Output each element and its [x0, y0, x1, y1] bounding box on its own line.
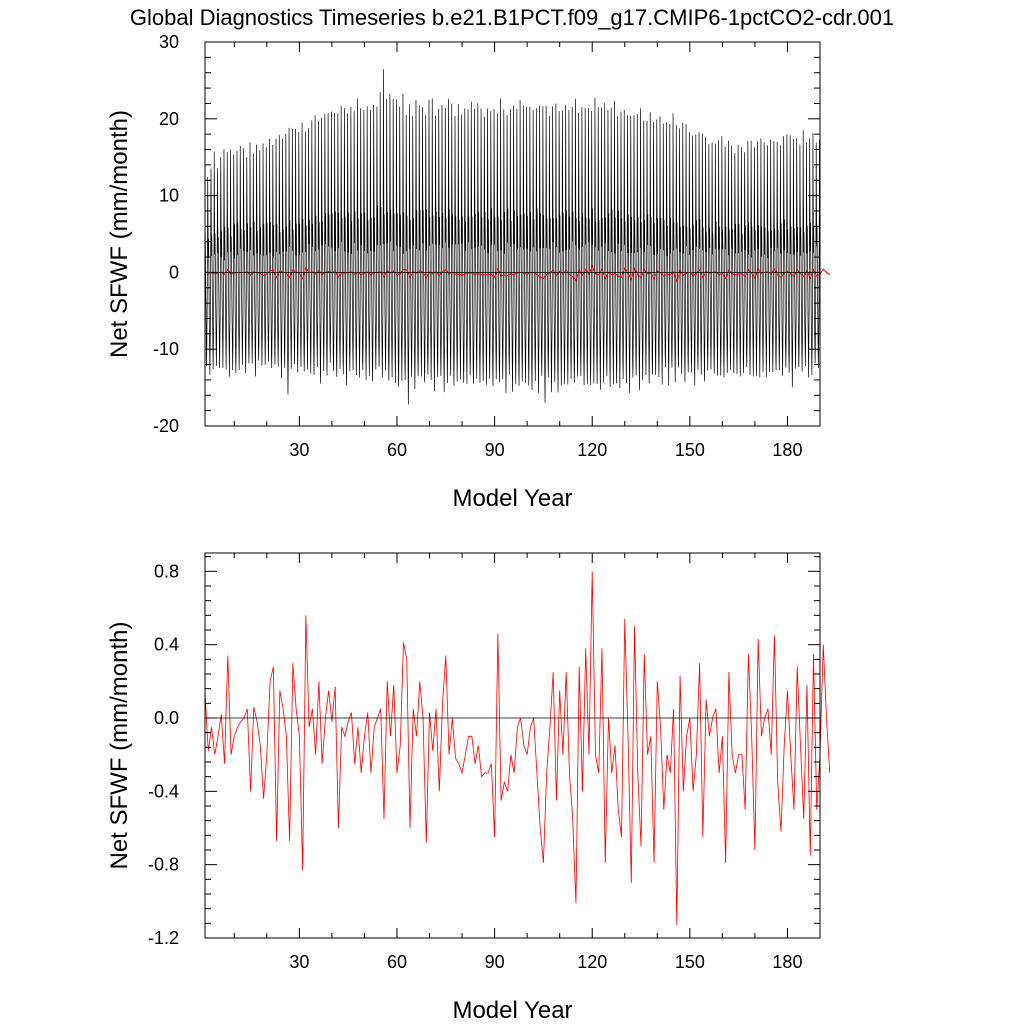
top-monthly-series [204, 69, 821, 405]
annual-series-line [204, 571, 831, 926]
y-tick-label: -10 [153, 339, 179, 359]
top-plot-frame [204, 41, 821, 427]
bottom-x-axis-label: Model Year [452, 997, 572, 1024]
x-tick-label: 150 [675, 440, 705, 460]
x-tick-label: 30 [289, 440, 309, 460]
bottom-ticks [205, 553, 820, 939]
y-tick-label: 10 [159, 186, 179, 206]
x-tick-label: 120 [577, 440, 607, 460]
bottom-y-axis-label: Net SFWF (mm/month) [106, 621, 133, 869]
x-tick-label: 150 [675, 952, 705, 972]
x-tick-label: 90 [485, 440, 505, 460]
bottom-annual-series [204, 571, 831, 926]
y-tick-label: -0.8 [148, 855, 179, 875]
y-tick-label: -0.4 [148, 781, 179, 801]
monthly-series-line [204, 69, 821, 405]
y-tick-label: 0.4 [154, 635, 179, 655]
x-tick-label: 180 [772, 440, 802, 460]
x-tick-label: 60 [387, 440, 407, 460]
y-tick-label: 30 [159, 32, 179, 52]
x-tick-label: 30 [289, 952, 309, 972]
x-tick-label: 120 [577, 952, 607, 972]
y-tick-label: 0 [169, 262, 179, 282]
y-tick-label: -1.2 [148, 928, 179, 948]
y-tick-label: 0.8 [154, 561, 179, 581]
x-tick-label: 180 [772, 952, 802, 972]
top-tick-labels: 30 60 90 120 150 180 -20 -10 0 10 20 30 [153, 32, 802, 460]
top-x-axis-label: Model Year [452, 485, 572, 512]
x-tick-label: 60 [387, 952, 407, 972]
y-tick-label: -20 [153, 416, 179, 436]
y-tick-label: 20 [159, 109, 179, 129]
top-ticks [205, 41, 820, 427]
y-tick-label: 0.0 [154, 708, 179, 728]
bottom-plot-frame [204, 552, 821, 939]
x-tick-label: 90 [485, 952, 505, 972]
bottom-tick-labels: 30 60 90 120 150 180 -1.2 -0.8 -0.4 0.0 0.4 0.8 [148, 561, 803, 972]
top-y-axis-label: Net SFWF (mm/month) [106, 110, 133, 358]
bottom-panel-annual: 30 60 90 120 150 180 -1.2 -0.8 -0.4 0.0 0.4 0.8 Mod… [106, 552, 831, 1024]
figure-title: Global Diagnostics Timeseries b.e21.B1PC… [130, 5, 894, 30]
